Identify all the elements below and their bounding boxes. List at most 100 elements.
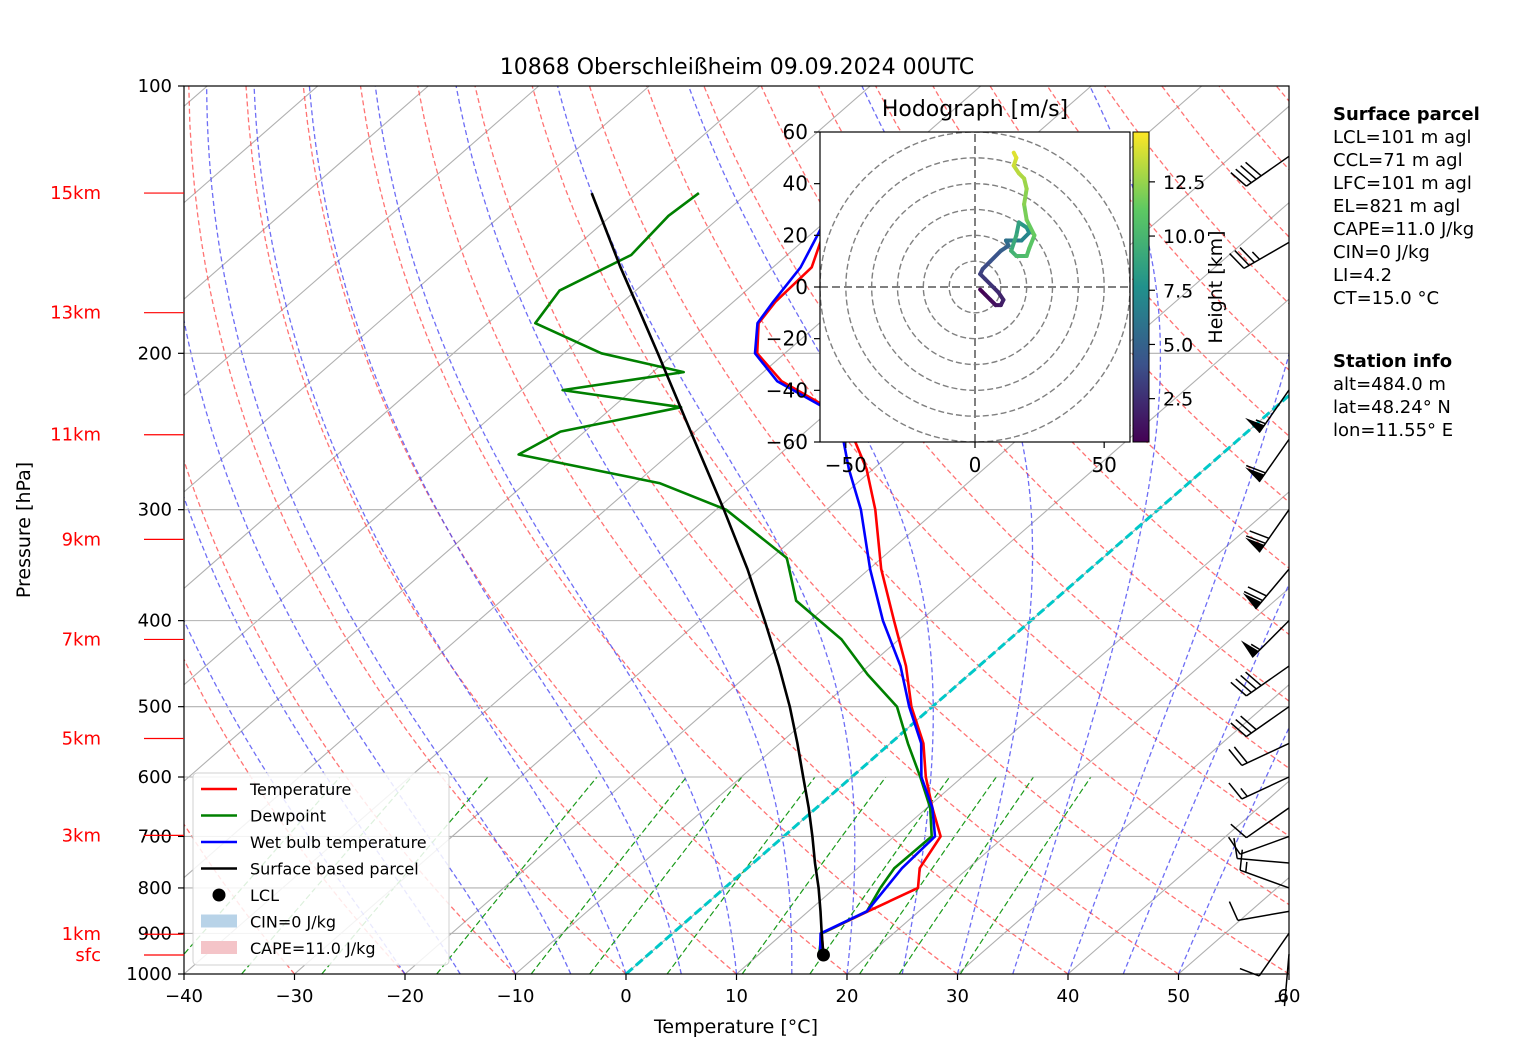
barb-half-flag <box>1250 643 1261 651</box>
ccl-value: CCL=71 m agl <box>1333 150 1463 171</box>
y-axis-label: Pressure [hPa] <box>13 462 35 598</box>
wind-barb <box>1228 901 1290 922</box>
station-latitude: lat=48.24° N <box>1333 397 1451 418</box>
wind-barb <box>1229 241 1290 270</box>
hodograph-title: Hodograph [m/s] <box>882 97 1068 122</box>
moist-adiabat <box>556 86 856 974</box>
barb-staff <box>1245 155 1290 187</box>
chart-title: 10868 Oberschleißheim 09.09.2024 00UTC <box>500 55 975 80</box>
barb-staff <box>1255 568 1290 610</box>
hodograph-y-tick-label: 0 <box>795 275 808 299</box>
hodograph-background <box>820 132 1130 442</box>
hodograph-x-tick-label: 0 <box>969 453 982 477</box>
barb-staff <box>1251 620 1290 658</box>
hodograph-rings <box>820 132 1130 442</box>
isotherm-line <box>184 86 540 397</box>
wind-barb <box>1230 665 1290 697</box>
hodograph-segment <box>1022 202 1029 222</box>
legend: Temperature Dewpoint Wet bulb temperature S… <box>192 772 450 966</box>
barb-flag <box>1239 967 1260 977</box>
hodograph-x-tick-label: −50 <box>825 453 867 477</box>
x-tick-label: 0 <box>620 986 631 1007</box>
x-axis-label: Temperature [°C] <box>653 1016 818 1038</box>
x-tick-label: 30 <box>946 986 969 1007</box>
barb-flag <box>1230 722 1247 738</box>
barb-flag <box>1239 247 1255 263</box>
height-label: 5km <box>62 729 101 750</box>
station-altitude: alt=484.0 m <box>1333 374 1446 395</box>
cin-value: CIN=0 J/kg <box>1333 242 1430 263</box>
wind-barb <box>1230 807 1290 839</box>
wind-barb <box>1230 706 1290 738</box>
legend-box <box>192 772 450 966</box>
colorbar-axis: 2.5 5.0 7.5 10.0 12.5 <box>1149 172 1205 411</box>
x-tick-label: −20 <box>386 986 424 1007</box>
dry-adiabat <box>1505 86 1517 974</box>
legend-entry: CIN=0 J/kg <box>250 913 336 932</box>
hodograph: −50 0 50 −60 −40 −20 0 20 40 60 Hodograph [m/s] 2… <box>766 97 1227 477</box>
y-tick-label: 600 <box>138 767 172 788</box>
mixing-ratio-line <box>436 776 598 974</box>
height-label: 1km <box>62 924 101 945</box>
hodograph-segment <box>988 248 1003 264</box>
dry-adiabat <box>474 86 1179 974</box>
barb-staff <box>1239 835 1290 855</box>
height-label: 7km <box>62 629 101 650</box>
series-wet-bulb-temperature <box>753 186 937 956</box>
barb-flag <box>1227 836 1241 855</box>
li-value: LI=4.2 <box>1333 265 1393 286</box>
barb-flag <box>1245 161 1262 177</box>
dry-adiabat <box>588 86 1289 906</box>
barb-pennant <box>1240 640 1259 658</box>
barb-staff <box>1239 869 1290 889</box>
barb-half-flag <box>1245 861 1248 873</box>
hodograph-segment <box>1011 150 1019 160</box>
moist-adiabat <box>1012 86 1162 974</box>
y-tick-label: 100 <box>138 76 172 97</box>
height-label: 13km <box>50 303 101 324</box>
skew-t-plot: −40 −30 −20 −10 0 10 20 30 40 50 60100200300400500… <box>13 76 1517 1038</box>
y-tick-label: 300 <box>138 500 172 521</box>
barb-flag <box>1247 586 1267 597</box>
hodograph-y-tick-label: −20 <box>766 327 808 351</box>
barb-staff <box>1237 857 1290 864</box>
legend-entry: Dewpoint <box>250 807 326 826</box>
barb-flag <box>1230 823 1247 839</box>
barb-pennant <box>1242 593 1262 609</box>
isotherm-line <box>184 86 871 686</box>
x-tick-label: 50 <box>1167 986 1190 1007</box>
station-info-title: Station info <box>1333 351 1453 372</box>
lcl-marker <box>816 948 830 962</box>
barb-flag <box>1230 681 1247 697</box>
station-info-panel: Station info alt=484.0 m lat=48.24° N lo… <box>1333 350 1453 442</box>
wind-barb <box>1245 389 1290 434</box>
height-label: 3km <box>62 825 101 846</box>
height-label: 11km <box>50 425 101 446</box>
barb-pennant <box>1245 417 1265 433</box>
barb-staff <box>1245 665 1290 697</box>
axes: −40 −30 −20 −10 0 10 20 30 40 50 60100200300400500… <box>50 76 1300 1007</box>
wind-barb <box>1274 954 1290 1007</box>
colorbar-tick-label: 12.5 <box>1163 172 1205 194</box>
barb-staff <box>1283 954 1290 1007</box>
isotherm-line <box>957 684 1289 974</box>
hodograph-segment <box>1009 233 1019 253</box>
barb-flag <box>1235 168 1252 184</box>
ct-value: CT=15.0 °C <box>1333 288 1440 309</box>
y-tick-label: 500 <box>138 697 172 718</box>
hodograph-trace <box>978 150 1037 308</box>
isotherm-line <box>736 491 1289 974</box>
barb-half-flag <box>1255 419 1266 425</box>
hodograph-segment <box>1014 220 1021 238</box>
barb-flag <box>1240 674 1257 690</box>
hodograph-y-tick-label: −60 <box>766 430 808 454</box>
dry-adiabat <box>417 86 1069 974</box>
legend-entry: Wet bulb temperature <box>250 833 427 852</box>
moist-adiabat <box>861 86 1034 974</box>
barb-flag <box>1235 718 1252 734</box>
x-tick-label: −40 <box>165 986 203 1007</box>
colorbar-label: Height [km] <box>1205 230 1227 343</box>
moist-adiabat <box>308 86 682 974</box>
barb-staff <box>1245 706 1290 738</box>
wind-barb <box>1239 932 1290 977</box>
